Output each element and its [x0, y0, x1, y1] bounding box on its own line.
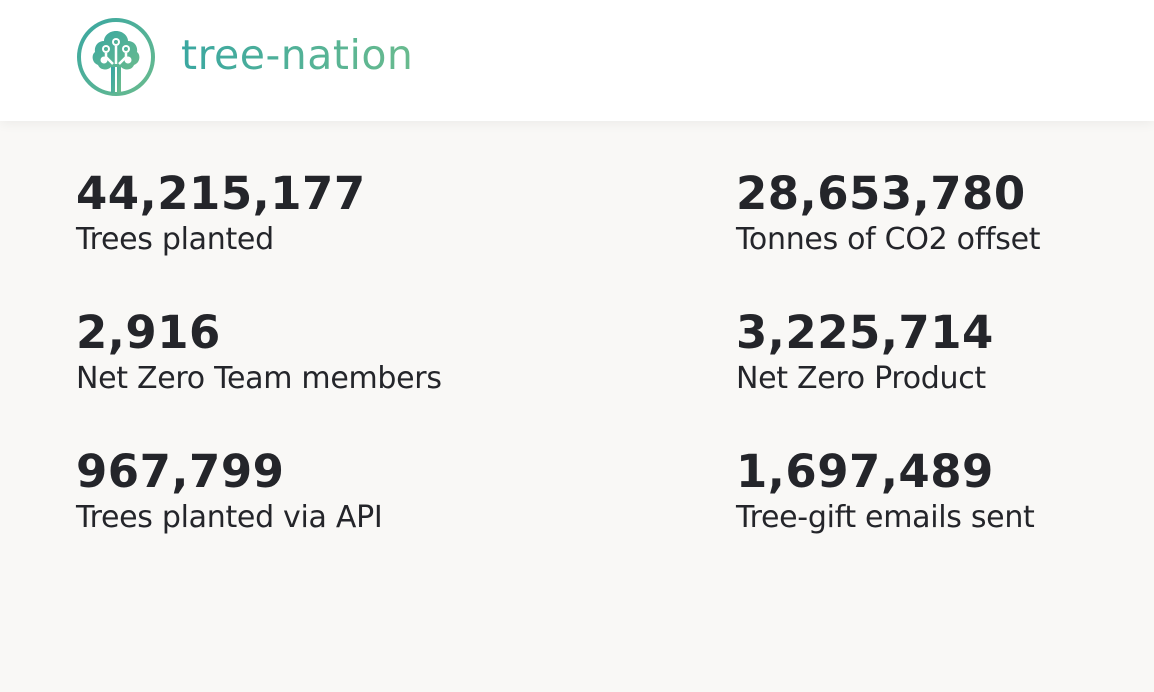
stat-value: 44,215,177 — [76, 167, 366, 220]
logo-link[interactable]: tree-nation — [76, 17, 413, 97]
stat-tree-gift-emails: 1,697,489 Tree-gift emails sent — [736, 446, 1136, 537]
stat-label: Tree-gift emails sent — [736, 500, 1035, 535]
stat-value: 2,916 — [76, 306, 221, 359]
tree-logo-icon — [77, 18, 155, 96]
stat-net-zero-team: 2,916 Net Zero Team members — [76, 307, 476, 398]
stat-value: 3,225,714 — [736, 306, 994, 359]
stat-net-zero-product: 3,225,714 Net Zero Product — [736, 307, 1136, 398]
stat-trees-planted: 44,215,177 Trees planted — [76, 168, 476, 259]
stat-label: Tonnes of CO2 offset — [736, 222, 1041, 257]
stat-label: Net Zero Product — [736, 361, 986, 396]
stat-co2-offset: 28,653,780 Tonnes of CO2 offset — [736, 168, 1136, 259]
stats-section: 44,215,177 Trees planted 28,653,780 Tonn… — [0, 121, 1154, 692]
stat-trees-via-api: 967,799 Trees planted via API — [76, 446, 476, 537]
stat-label: Trees planted — [76, 222, 274, 257]
stat-value: 967,799 — [76, 445, 285, 498]
stat-label: Trees planted via API — [76, 500, 383, 535]
stat-value: 1,697,489 — [736, 445, 994, 498]
site-header: tree-nation — [0, 0, 1154, 121]
brand-name: tree-nation — [181, 30, 414, 79]
stat-value: 28,653,780 — [736, 167, 1026, 220]
stat-label: Net Zero Team members — [76, 361, 442, 396]
